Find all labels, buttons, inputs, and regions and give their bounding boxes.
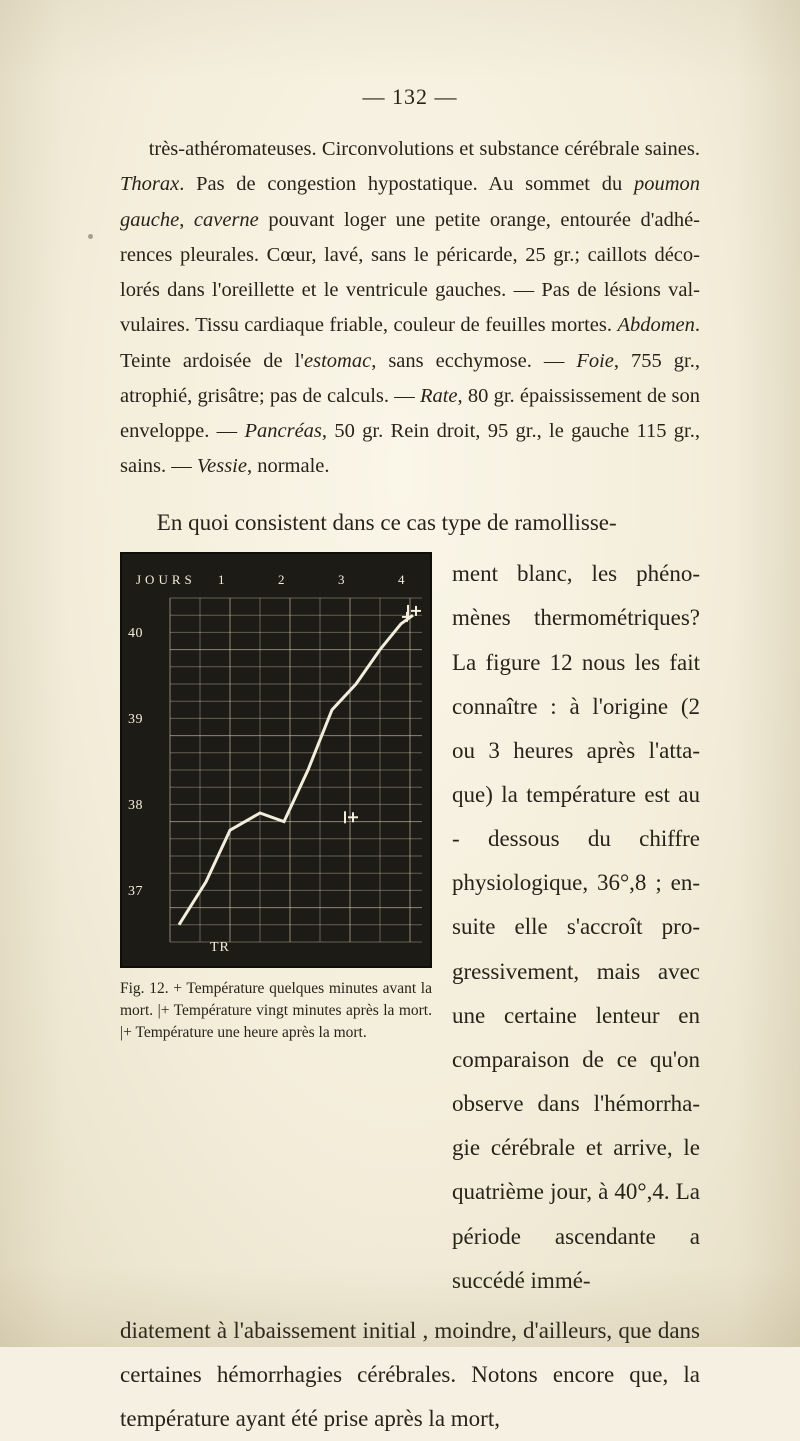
figure-svg	[122, 554, 434, 970]
right-text-column: ment blanc, les phéno­mènes thermométriq…	[452, 552, 700, 1303]
scan-speck	[88, 234, 93, 239]
x-tick-2: 2	[278, 572, 285, 588]
scanned-page: — 132 — très-athéromateuses. Circonvolut…	[0, 0, 800, 1347]
tr-label: TR	[210, 940, 230, 956]
figure-column: JOURS 1 2 3 4 40 39 38 37 TR	[120, 552, 432, 1303]
figure-and-text-row: JOURS 1 2 3 4 40 39 38 37 TR	[120, 552, 700, 1303]
lead-text: En quoi consistent dans ce cas type de r…	[157, 510, 617, 535]
y-tick-40: 40	[128, 626, 143, 642]
x-tick-3: 3	[338, 572, 345, 588]
continuation-paragraph: diatement à l'abaissement initial , moin…	[120, 1309, 700, 1441]
y-tick-39: 39	[128, 712, 143, 728]
lead-line: En quoi consistent dans ce cas type de r…	[120, 501, 700, 545]
figure-caption: Fig. 12. + Température quelques minutes …	[120, 978, 432, 1043]
y-tick-38: 38	[128, 798, 143, 814]
chart-grid	[170, 598, 422, 942]
figure-12-temperature-chart: JOURS 1 2 3 4 40 39 38 37 TR	[120, 552, 432, 968]
x-axis-title: JOURS	[136, 572, 196, 588]
x-tick-1: 1	[218, 572, 225, 588]
intro-text: très-athéromateuses. Circonvolutions et …	[120, 138, 700, 477]
page-number: — 132 —	[120, 84, 700, 110]
intro-paragraph: très-athéromateuses. Circonvolutions et …	[120, 132, 700, 485]
y-tick-37: 37	[128, 884, 143, 900]
x-tick-4: 4	[398, 572, 405, 588]
